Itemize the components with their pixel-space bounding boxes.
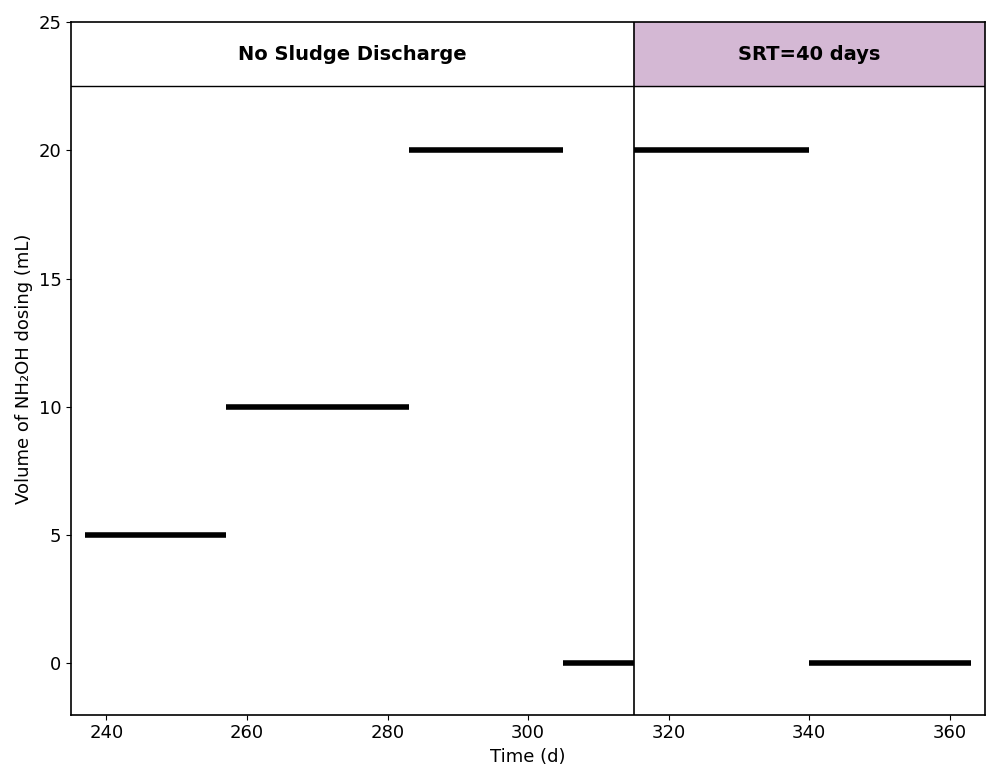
Bar bbox=[634, 22, 985, 86]
Y-axis label: Volume of NH₂OH dosing (mL): Volume of NH₂OH dosing (mL) bbox=[15, 234, 33, 504]
X-axis label: Time (d): Time (d) bbox=[490, 748, 566, 766]
Text: No Sludge Discharge: No Sludge Discharge bbox=[238, 45, 467, 63]
Text: SRT=40 days: SRT=40 days bbox=[738, 45, 880, 63]
